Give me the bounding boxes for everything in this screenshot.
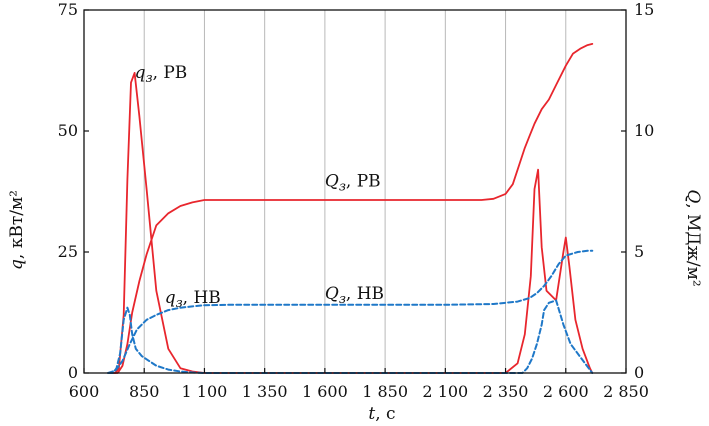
y-right-tick-label: 0 (634, 363, 644, 382)
x-tick-label: 2 350 (483, 382, 529, 401)
series-line-q-rv (107, 72, 594, 374)
series-line-q-nv (107, 299, 594, 374)
series-group (107, 43, 594, 374)
x-tick-label: 1 100 (182, 382, 228, 401)
x-tick-label: 2 850 (603, 382, 649, 401)
x-tick-label: 2 100 (422, 382, 468, 401)
plot-frame (83, 9, 627, 374)
annotation-q-nv: qз, НВ (165, 288, 221, 311)
series-line-q-nv (107, 249, 594, 374)
series-line-q-rv (107, 43, 594, 374)
annotation-q-rv: Qз, РВ (325, 172, 381, 195)
x-axis-title: t, с (368, 404, 395, 424)
x-tick-label: 600 (69, 382, 100, 401)
y-left-tick-label: 25 (58, 242, 78, 261)
x-tick-label: 1 600 (302, 382, 348, 401)
annotations-group: qз, РВ Qз, РВ qз, НВ Qз, НВ (135, 63, 384, 311)
y-right-tick-label: 15 (634, 0, 654, 19)
x-tick-label: 1 350 (242, 382, 288, 401)
y-left-tick-label: 75 (58, 0, 78, 19)
y-right-tick-label: 5 (634, 242, 644, 261)
x-tick-label: 2 600 (543, 382, 589, 401)
ticks-group: 600 850 1 100 1 350 1 600 1 850 2 100 2 350 2 60… (58, 0, 655, 401)
y-right-tick-label: 10 (634, 121, 654, 140)
vertical-grid (143, 10, 567, 373)
y-left-tick-label: 50 (58, 121, 78, 140)
annotation-q-rv: qз, РВ (135, 63, 188, 86)
y-axis-left-title: q, кВт/м² (7, 190, 27, 270)
y-left-tick-label: 0 (68, 363, 78, 382)
y-axis-right-title: Q, МДж/м² (683, 189, 703, 286)
x-tick-label: 850 (129, 382, 160, 401)
annotation-q-nv: Qз, НВ (325, 284, 384, 307)
x-tick-label: 1 850 (362, 382, 408, 401)
